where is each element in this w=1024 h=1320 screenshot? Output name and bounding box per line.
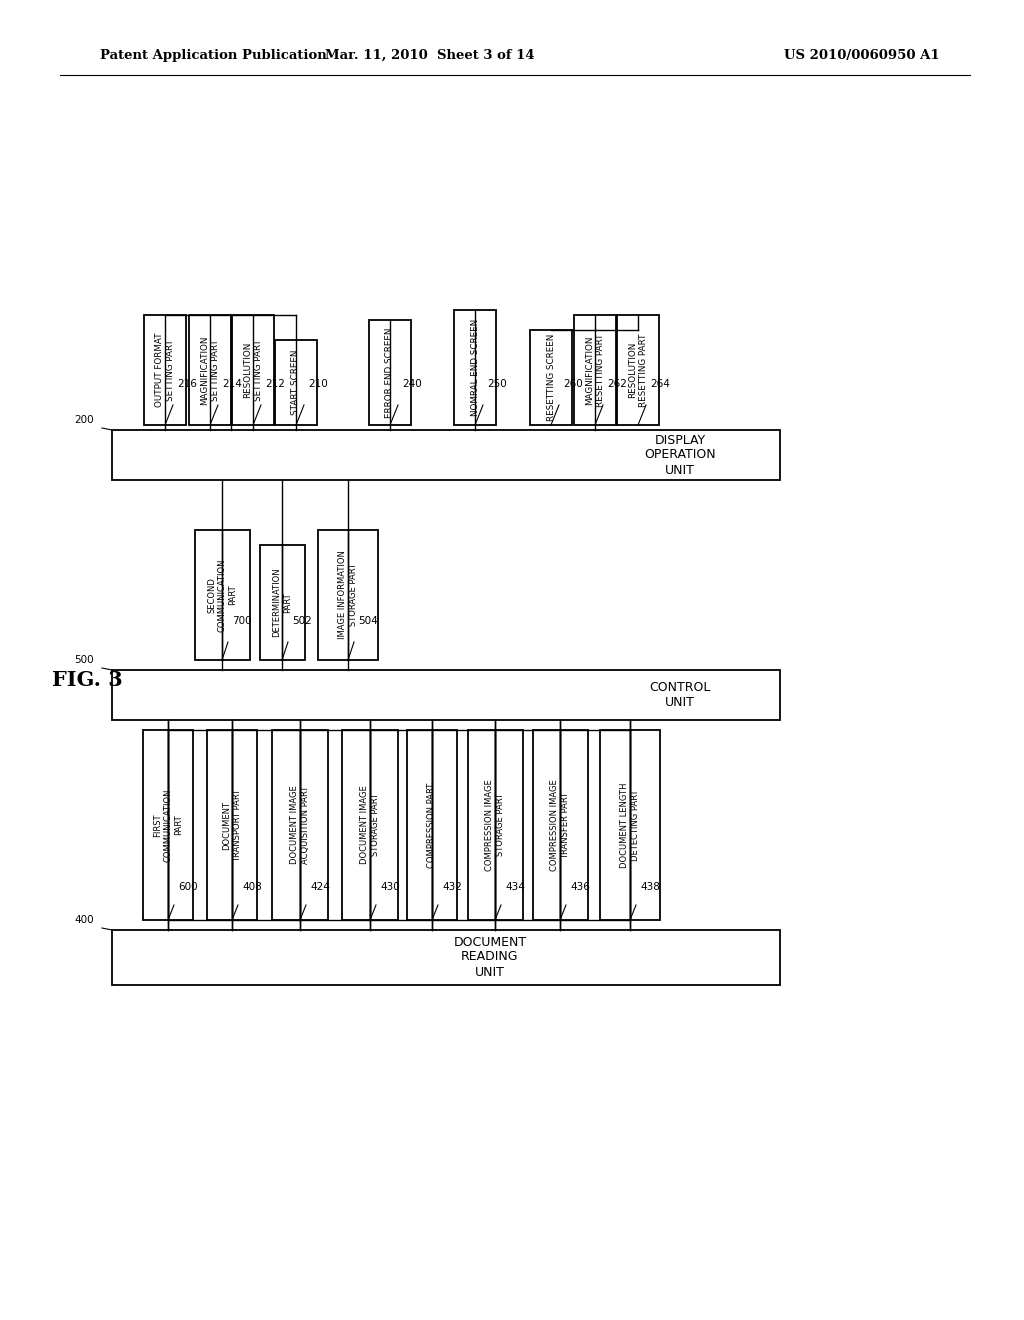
Text: CONTROL
UNIT: CONTROL UNIT [649, 681, 711, 709]
Text: COMPRESSION IMAGE
TRANSFER PART: COMPRESSION IMAGE TRANSFER PART [550, 779, 569, 871]
Text: DISPLAY
OPERATION
UNIT: DISPLAY OPERATION UNIT [644, 433, 716, 477]
Text: DOCUMENT LENGTH
DETECTING PART: DOCUMENT LENGTH DETECTING PART [621, 783, 640, 867]
Text: 212: 212 [265, 379, 285, 389]
Bar [189, 315, 231, 425]
Text: OUTPUT FORMAT
SETTING PART: OUTPUT FORMAT SETTING PART [156, 333, 175, 408]
Bar [272, 730, 328, 920]
Text: COMPRESSION IMAGE
STORAGE PART: COMPRESSION IMAGE STORAGE PART [485, 779, 505, 871]
Text: IMAGE INFORMATION
STORAGE PART: IMAGE INFORMATION STORAGE PART [338, 550, 357, 639]
Text: 504: 504 [358, 616, 378, 626]
Text: 250: 250 [487, 379, 507, 389]
Bar [144, 315, 186, 425]
Text: 400: 400 [75, 915, 94, 925]
Bar [342, 730, 398, 920]
Text: 240: 240 [402, 379, 422, 389]
Bar [275, 341, 317, 425]
Text: 260: 260 [563, 379, 583, 389]
Text: 262: 262 [607, 379, 627, 389]
Text: RESOLUTION
SETTING PART: RESOLUTION SETTING PART [244, 339, 263, 401]
Text: START SCREEN: START SCREEN [292, 350, 300, 416]
Text: MAGNIFICATION
SETTING PART: MAGNIFICATION SETTING PART [201, 335, 220, 405]
Bar [112, 931, 780, 985]
Bar [530, 330, 572, 425]
Text: 438: 438 [640, 882, 659, 892]
Text: 500: 500 [75, 655, 94, 665]
Bar [369, 319, 411, 425]
Bar [532, 730, 588, 920]
Text: RESETTING SCREEN: RESETTING SCREEN [547, 334, 555, 421]
Text: FIG. 3: FIG. 3 [52, 671, 123, 690]
Text: 216: 216 [177, 379, 197, 389]
Bar [143, 730, 193, 920]
Text: 214: 214 [222, 379, 242, 389]
Text: Mar. 11, 2010  Sheet 3 of 14: Mar. 11, 2010 Sheet 3 of 14 [326, 49, 535, 62]
Text: NOMRAL END SCREEN: NOMRAL END SCREEN [470, 319, 479, 416]
Bar [454, 310, 496, 425]
Text: ERROR END SCREEN: ERROR END SCREEN [385, 327, 394, 417]
Bar [207, 730, 257, 920]
Text: 436: 436 [570, 882, 590, 892]
Text: 600: 600 [178, 882, 198, 892]
Bar [468, 730, 522, 920]
Bar [318, 531, 378, 660]
Bar [232, 315, 274, 425]
Text: DOCUMENT
READING
UNIT: DOCUMENT READING UNIT [454, 936, 526, 978]
Text: DOCUMENT IMAGE
ACQUISITION PART: DOCUMENT IMAGE ACQUISITION PART [290, 785, 309, 865]
Text: 432: 432 [442, 882, 462, 892]
Text: 430: 430 [380, 882, 399, 892]
Text: FIRST
COMMUNICATION
PART: FIRST COMMUNICATION PART [154, 788, 183, 862]
Text: 408: 408 [242, 882, 262, 892]
Bar [195, 531, 250, 660]
Bar [600, 730, 660, 920]
Text: 700: 700 [232, 616, 252, 626]
Bar [112, 671, 780, 719]
Text: SECOND
COMMUNICATION
PART: SECOND COMMUNICATION PART [207, 558, 237, 632]
Text: Patent Application Publication: Patent Application Publication [100, 49, 327, 62]
Text: RESOLUTION
RESETTING PART: RESOLUTION RESETTING PART [629, 333, 648, 407]
Text: 210: 210 [308, 379, 328, 389]
Text: 264: 264 [650, 379, 670, 389]
Text: DETERMINATION
PART: DETERMINATION PART [272, 568, 292, 638]
Bar [407, 730, 457, 920]
Bar [112, 430, 780, 480]
Text: 502: 502 [292, 616, 311, 626]
Text: MAGNIFICATION
RESETTING PART: MAGNIFICATION RESETTING PART [586, 333, 605, 407]
Text: 434: 434 [505, 882, 525, 892]
Text: COMPRESSION PART: COMPRESSION PART [427, 783, 436, 867]
Bar [617, 315, 659, 425]
Text: DOCUMENT
TRANSPORT PART: DOCUMENT TRANSPORT PART [222, 788, 242, 862]
Text: 200: 200 [75, 414, 94, 425]
Text: 424: 424 [310, 882, 330, 892]
Text: US 2010/0060950 A1: US 2010/0060950 A1 [784, 49, 940, 62]
Text: DOCUMENT IMAGE
STORAGE PART: DOCUMENT IMAGE STORAGE PART [360, 785, 380, 865]
Bar [259, 545, 304, 660]
Bar [574, 315, 616, 425]
